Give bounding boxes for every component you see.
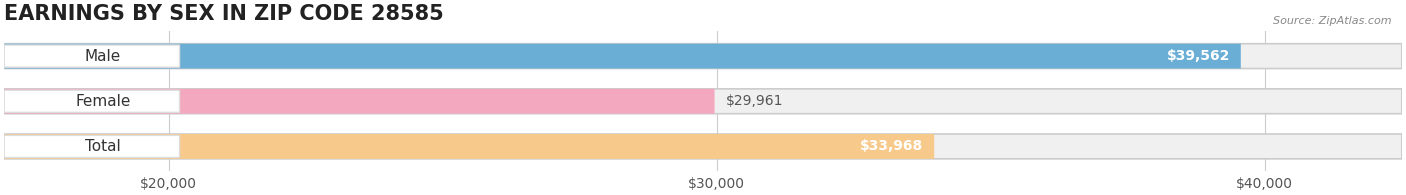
Text: Male: Male [84,49,121,64]
FancyBboxPatch shape [4,89,1402,114]
Text: Total: Total [84,139,121,154]
Text: $29,961: $29,961 [725,94,783,108]
Text: $33,968: $33,968 [860,139,924,153]
FancyBboxPatch shape [4,45,180,67]
FancyBboxPatch shape [4,44,1241,68]
Text: $39,562: $39,562 [1167,49,1230,63]
Text: EARNINGS BY SEX IN ZIP CODE 28585: EARNINGS BY SEX IN ZIP CODE 28585 [4,4,444,24]
FancyBboxPatch shape [4,90,180,112]
FancyBboxPatch shape [4,135,180,158]
Text: Source: ZipAtlas.com: Source: ZipAtlas.com [1274,16,1392,26]
FancyBboxPatch shape [4,89,714,114]
FancyBboxPatch shape [4,134,1402,159]
FancyBboxPatch shape [4,134,934,159]
Text: Female: Female [75,94,131,109]
FancyBboxPatch shape [4,44,1402,68]
